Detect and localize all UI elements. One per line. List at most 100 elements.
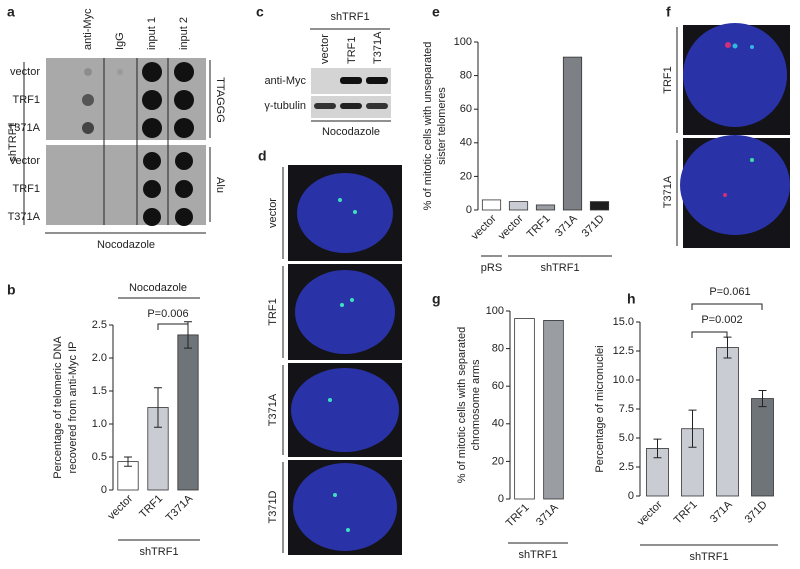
probe-label: TTAGGG: [214, 77, 226, 123]
y-tick-label: 2.5: [92, 319, 107, 331]
y-tick-label: 60: [492, 380, 504, 392]
y-axis-label: sister telomeres: [436, 87, 448, 165]
bar: [751, 398, 774, 497]
error-bar: [758, 389, 767, 408]
error-bar: [688, 409, 697, 448]
image-label: TRF1: [267, 298, 279, 326]
image-label: T371A: [662, 175, 674, 208]
row-label: T371A: [8, 122, 41, 134]
y-tick-label: 60: [460, 103, 472, 115]
lane-label: vector: [319, 34, 331, 64]
column-label: input 1: [146, 17, 158, 50]
side-label: shTRF1: [7, 122, 19, 161]
dot: [82, 94, 94, 106]
treatment-label: Nocodazole: [97, 239, 155, 251]
column-label: IgG: [114, 32, 126, 50]
panel-letter: d: [258, 148, 267, 164]
y-axis-label: % of mitotic cells with separated: [456, 327, 468, 484]
dot-blot: [23, 58, 211, 234]
bar: [589, 201, 610, 211]
row-label: TRF1: [13, 183, 41, 195]
x-tick-label: vector: [635, 498, 665, 528]
y-tick-label: 5.0: [619, 432, 634, 444]
y-tick-label: 15.0: [613, 316, 634, 328]
panel-letter: b: [7, 282, 16, 298]
y-tick-label: 20: [492, 455, 504, 467]
bar: [535, 204, 556, 211]
x-tick-label: 371D: [743, 499, 770, 526]
x-tick-label: 371A: [534, 501, 561, 528]
band: [314, 103, 336, 109]
bar: [562, 56, 583, 211]
row-label: TRF1: [13, 94, 41, 106]
x-tick-label: TRF1: [137, 493, 165, 521]
bar: [716, 347, 739, 497]
image-label: vector: [267, 198, 279, 228]
group-label: shTRF1: [540, 262, 579, 274]
panel-letter: h: [627, 291, 636, 307]
dot: [117, 69, 123, 75]
bar: [508, 201, 529, 211]
x-tick-label: T371A: [164, 492, 196, 524]
y-tick-label: 20: [460, 170, 472, 182]
y-tick-label: 40: [460, 137, 472, 149]
y-axis-label: chromosome arms: [470, 359, 482, 451]
annotation-bracket: [157, 323, 189, 330]
annotation: P=0.006: [147, 308, 188, 320]
panel-letter: a: [7, 4, 15, 20]
y-axis-label: recovered from anti-Myc IP: [67, 341, 79, 473]
lane-label: TRF1: [346, 37, 358, 65]
y-tick-label: 10.0: [613, 374, 634, 386]
image-label: T371A: [267, 393, 279, 426]
x-tick-label: TRF1: [672, 499, 700, 527]
bar: [177, 334, 199, 491]
treatment-label: Nocodazole: [322, 126, 380, 138]
panel-letter: e: [432, 4, 440, 20]
probe-label: Alu: [214, 177, 226, 193]
micrographs-f: TRF1 T371A: [662, 23, 790, 248]
x-tick-label: vector: [469, 212, 499, 242]
x-tick-label: TRF1: [525, 213, 553, 241]
y-tick-label: 80: [460, 70, 472, 82]
column-label: input 2: [178, 17, 190, 50]
x-tick-label: vector: [105, 492, 135, 522]
annotation: Nocodazole: [129, 282, 187, 294]
band: [340, 103, 362, 109]
header: shTRF1: [330, 11, 369, 23]
annotation-bracket: [691, 303, 763, 310]
annotation: P=0.061: [709, 286, 750, 298]
row-label: vector: [10, 66, 40, 78]
image-label: TRF1: [662, 66, 674, 94]
y-tick-label: 2.0: [92, 352, 107, 364]
y-axis-label: Percentage of micronuclei: [594, 345, 606, 472]
annotation: P=0.002: [701, 314, 742, 326]
y-tick-label: 80: [492, 343, 504, 355]
y-tick-label: 40: [492, 418, 504, 430]
row-label: γ-tubulin: [264, 100, 306, 112]
error-bar: [653, 438, 662, 459]
row-label: T371A: [8, 211, 41, 223]
bar: [481, 199, 502, 211]
panel-letter: g: [432, 291, 441, 307]
y-tick-label: 100: [486, 305, 504, 317]
y-tick-label: 0: [466, 204, 472, 216]
group-label: pRS: [481, 262, 502, 274]
bar: [543, 319, 564, 500]
western-blot: shTRF1 vector TRF1 T371A anti-Myc γ-tubu…: [264, 11, 391, 138]
band: [366, 103, 388, 109]
y-tick-label: 12.5: [613, 345, 634, 357]
dot: [84, 68, 92, 76]
x-tick-label: TRF1: [504, 502, 532, 530]
x-tick-label: 371A: [553, 212, 580, 239]
dots: [142, 62, 194, 226]
micrographs-d: vector TRF1 T371A T371D: [267, 165, 402, 555]
band: [366, 77, 388, 84]
band: [340, 77, 362, 84]
y-tick-label: 0: [498, 493, 504, 505]
y-axis-label: Percentage of telomeric DNA: [52, 336, 64, 479]
bar: [514, 318, 535, 500]
row-label: anti-Myc: [264, 75, 306, 87]
x-tick-label: 371D: [580, 213, 607, 240]
group-label: shTRF1: [689, 551, 728, 563]
